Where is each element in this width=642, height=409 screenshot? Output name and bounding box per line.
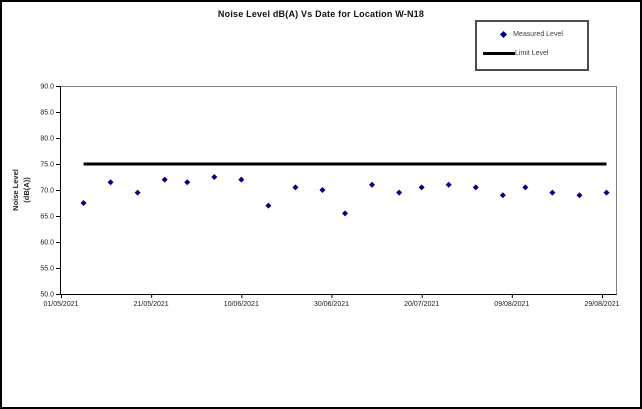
legend-entry-measured: Measured Level bbox=[477, 30, 587, 39]
data-point bbox=[161, 176, 168, 183]
y-tick-label: 85.0 bbox=[40, 110, 54, 117]
legend-entry-limit: Limit Level bbox=[477, 50, 587, 57]
data-point bbox=[211, 174, 218, 180]
data-point bbox=[549, 189, 556, 196]
data-point bbox=[603, 189, 610, 196]
legend-box: Measured Level Limit Level bbox=[475, 20, 589, 71]
y-tick-label: 90.0 bbox=[40, 84, 54, 91]
data-point bbox=[342, 210, 349, 217]
data-point bbox=[418, 184, 425, 191]
chart-title: Noise Level dB(A) Vs Date for Location W… bbox=[217, 9, 425, 19]
data-point bbox=[499, 192, 506, 199]
data-point bbox=[319, 187, 326, 193]
data-point bbox=[445, 181, 452, 188]
y-tick-label: 70.0 bbox=[40, 188, 54, 195]
y-tick-label: 80.0 bbox=[40, 136, 54, 143]
y-tick-label: 50.0 bbox=[40, 292, 54, 299]
data-point bbox=[80, 200, 87, 206]
legend-label-measured: Measured Level bbox=[513, 31, 563, 38]
y-axis-title: Noise Level (dB(A)) bbox=[10, 169, 33, 211]
data-point bbox=[576, 192, 583, 199]
x-tick-label: 20/07/2021 bbox=[404, 301, 439, 308]
measured-marker-icon bbox=[500, 30, 508, 39]
y-axis-title-line1: Noise Level bbox=[10, 169, 20, 211]
y-tick-label: 55.0 bbox=[40, 266, 54, 273]
data-point bbox=[396, 189, 403, 196]
data-point bbox=[107, 179, 114, 186]
x-tick-label: 10/06/2021 bbox=[224, 301, 259, 308]
plot-area-border bbox=[60, 86, 617, 295]
data-point bbox=[265, 202, 272, 209]
y-tick-label: 60.0 bbox=[40, 240, 54, 247]
data-point bbox=[472, 184, 479, 191]
data-point bbox=[522, 184, 529, 191]
y-tick-label: 75.0 bbox=[40, 162, 54, 169]
limit-line-icon bbox=[483, 52, 515, 55]
data-point bbox=[134, 189, 141, 196]
data-point bbox=[292, 184, 299, 191]
x-tick-label: 29/08/2021 bbox=[584, 301, 619, 308]
legend-label-limit: Limit Level bbox=[515, 50, 549, 57]
data-point bbox=[184, 179, 191, 186]
x-tick-label: 21/05/2021 bbox=[134, 301, 169, 308]
x-tick-label: 09/08/2021 bbox=[494, 301, 529, 308]
data-point bbox=[238, 176, 245, 183]
y-axis-title-line2: (dB(A)) bbox=[22, 177, 31, 203]
x-tick-label: 30/06/2021 bbox=[314, 301, 349, 308]
data-point bbox=[369, 181, 376, 188]
y-tick-label: 65.0 bbox=[40, 214, 54, 221]
x-tick-label: 01/05/2021 bbox=[43, 301, 78, 308]
